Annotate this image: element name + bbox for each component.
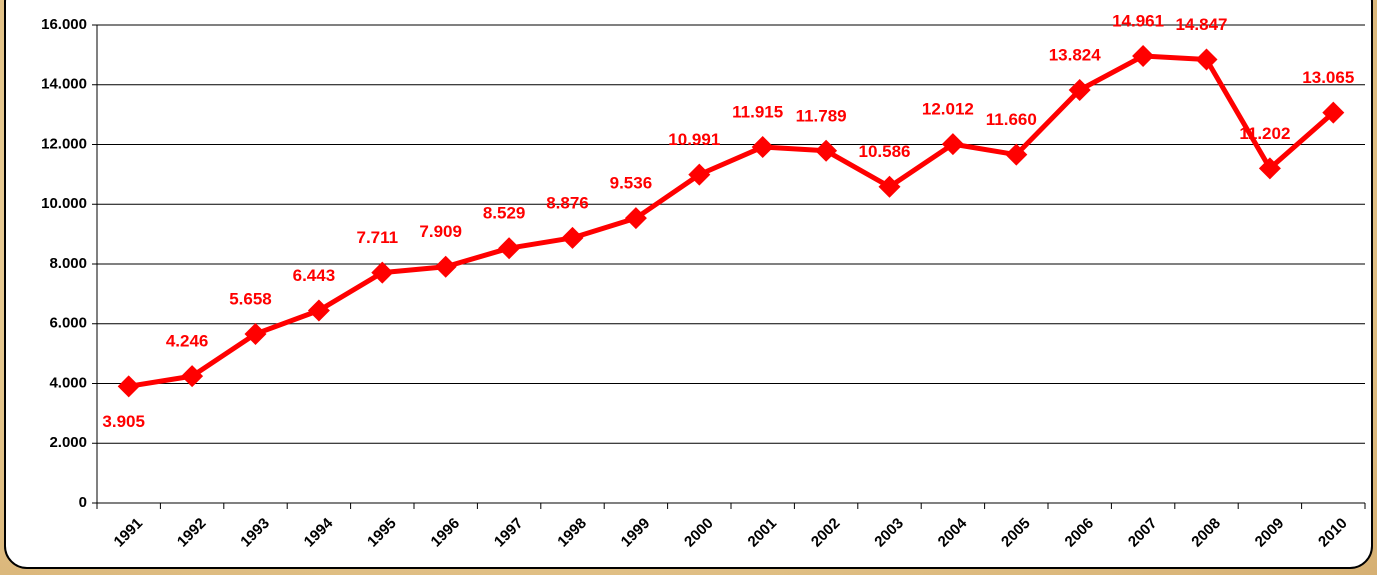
data-label: 7.711 (356, 228, 398, 247)
data-label: 3.905 (102, 412, 145, 431)
y-tick-label: 0 (79, 494, 87, 511)
marker (117, 375, 140, 398)
marker (181, 365, 204, 388)
marker (561, 226, 584, 249)
marker (244, 322, 267, 345)
y-tick-label: 16.000 (41, 16, 87, 33)
y-tick-label: 14.000 (41, 76, 87, 93)
data-label: 13.824 (1049, 45, 1102, 64)
data-label: 8.529 (483, 204, 526, 223)
data-label: 11.915 (732, 103, 783, 122)
data-label: 11.789 (796, 106, 847, 125)
data-label: 10.991 (668, 130, 720, 149)
marker (815, 139, 838, 162)
data-label: 9.536 (610, 174, 653, 193)
y-tick-label: 6.000 (49, 315, 87, 332)
data-label: 12.012 (922, 100, 974, 119)
data-label: 13.065 (1302, 68, 1354, 87)
marker (434, 255, 457, 278)
marker (878, 175, 901, 198)
data-label: 8.876 (546, 193, 589, 212)
data-label: 14.847 (1176, 15, 1228, 34)
y-tick-label: 8.000 (49, 255, 87, 272)
marker (751, 136, 774, 159)
marker (1258, 157, 1281, 180)
data-label: 10.586 (859, 142, 911, 161)
data-label: 4.246 (166, 332, 209, 351)
marker (624, 207, 647, 230)
marker (688, 163, 711, 186)
marker (307, 299, 330, 322)
series-line (128, 53, 1335, 389)
data-label: 14.961 (1112, 12, 1164, 31)
data-label: 7.909 (419, 222, 462, 241)
y-tick-label: 2.000 (49, 434, 87, 451)
data-label: 6.443 (293, 266, 336, 285)
marker (1132, 45, 1155, 68)
marker (1068, 79, 1091, 102)
y-tick-label: 12.000 (41, 135, 87, 152)
marker (941, 133, 964, 156)
marker (1005, 143, 1028, 166)
marker (498, 237, 521, 260)
data-label: 5.658 (229, 289, 272, 308)
marker (1195, 48, 1218, 71)
marker (1322, 101, 1345, 124)
y-tick-label: 4.000 (49, 374, 87, 391)
y-tick-label: 10.000 (41, 195, 87, 212)
marker (371, 261, 394, 284)
data-label: 11.202 (1239, 124, 1290, 143)
data-label: 11.660 (986, 110, 1037, 129)
